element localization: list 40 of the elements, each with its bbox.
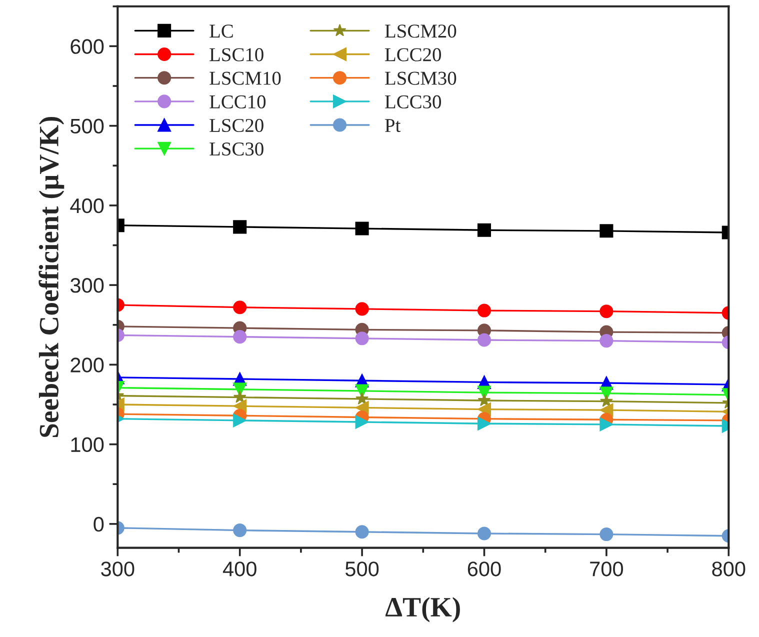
y-tick-label: 300	[70, 278, 104, 293]
y-tick-label: 500	[70, 118, 104, 134]
y-axis-title: Seebeck Coefficient (μV/K)	[38, 116, 64, 437]
x-axis-title: ΔT(K)	[386, 597, 460, 622]
point	[477, 223, 492, 237]
point	[356, 392, 369, 404]
legend-label: LSCM10	[210, 72, 281, 85]
point	[477, 526, 492, 540]
x-tick-label: 600	[468, 562, 501, 576]
legend-label: LSC20	[210, 118, 264, 132]
legend-label: LCC20	[385, 48, 442, 62]
point	[355, 415, 369, 429]
legend-label: Pt	[385, 119, 401, 132]
x-tick-label: 500	[346, 562, 379, 576]
y-tick-label: 100	[71, 437, 104, 452]
point	[355, 332, 369, 346]
point	[355, 222, 369, 236]
y-tick-label: 0	[94, 516, 104, 532]
y-tick-label: 400	[70, 198, 104, 214]
x-tick-label: 800	[712, 562, 746, 576]
y-tick-label: 600	[70, 39, 104, 54]
legend-label: LSC30	[210, 142, 264, 156]
point	[355, 302, 369, 316]
point	[478, 394, 491, 406]
point	[477, 304, 492, 318]
legend-label: LCC10	[210, 95, 266, 108]
legend-label: LSCM20	[385, 24, 456, 38]
legend-label: LCC30	[385, 95, 442, 108]
point	[355, 400, 369, 414]
legend-label: LSCM30	[385, 72, 456, 85]
legend-label: LSC10	[210, 48, 264, 62]
y-tick-label: 200	[70, 358, 104, 372]
legend-label: LC	[210, 24, 233, 38]
x-tick-label: 400	[222, 562, 256, 576]
point	[355, 525, 369, 539]
point	[477, 416, 492, 430]
x-tick-label: 700	[590, 562, 624, 576]
x-tick-label: 300	[101, 562, 134, 576]
point	[477, 402, 492, 416]
point	[477, 333, 492, 347]
